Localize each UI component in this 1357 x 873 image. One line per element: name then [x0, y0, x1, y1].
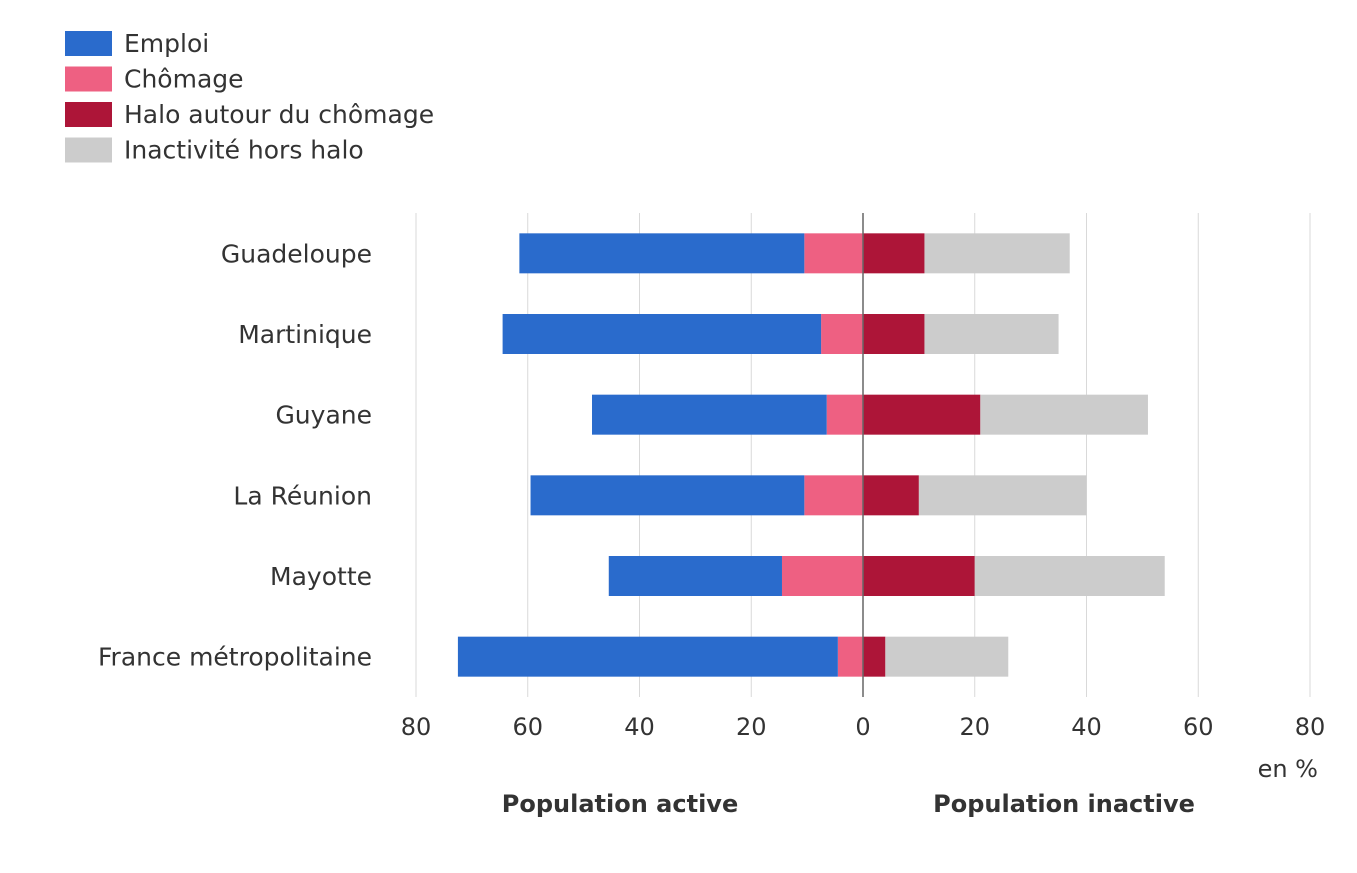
left-side-label: Population active — [502, 790, 738, 818]
legend-swatch — [65, 31, 112, 56]
bar-segment — [457, 636, 838, 677]
x-tick-label: 20 — [736, 713, 767, 741]
bar-segment — [980, 394, 1148, 435]
bar-segment — [863, 394, 981, 435]
category-label: Guadeloupe — [221, 239, 372, 268]
legend-swatch — [65, 66, 112, 92]
bar-segment — [974, 556, 1165, 596]
x-tick-label: 0 — [855, 713, 870, 741]
bar-segment — [530, 475, 805, 516]
legend-item: Halo autour du chômage — [65, 100, 434, 129]
bar-segment — [918, 475, 1087, 516]
bar-segment — [804, 233, 863, 274]
x-tick-label: 80 — [1295, 713, 1326, 741]
bar-segment — [804, 475, 863, 516]
bar-segment — [924, 314, 1059, 354]
legend-swatch — [65, 137, 112, 163]
legend-label: Chômage — [124, 65, 244, 94]
bar-segment — [863, 556, 975, 596]
category-label: La Réunion — [233, 481, 372, 510]
legend-item: Chômage — [65, 65, 244, 94]
category-labels: Guadeloupe Martinique Guyane La Réunion Mayo… — [98, 239, 372, 671]
legend-label: Halo autour du chômage — [124, 100, 434, 129]
x-tick-label: 60 — [1183, 713, 1214, 741]
grid-lines — [415, 213, 1311, 697]
bar-segment — [519, 233, 805, 274]
legend-label: Emploi — [124, 29, 209, 58]
bar-segment — [502, 314, 822, 354]
x-tick-label: 40 — [1071, 713, 1102, 741]
category-label: France métropolitaine — [98, 643, 372, 672]
right-side-label: Population inactive — [933, 790, 1195, 818]
tick-labels: 80 60 40 20 0 20 40 60 80 — [401, 713, 1326, 741]
bar-segment — [885, 636, 1009, 677]
legend-item: Emploi — [65, 29, 209, 58]
bar-segment — [863, 233, 925, 274]
bar-segment — [924, 233, 1070, 274]
bar-segment — [781, 556, 863, 596]
x-tick-label: 80 — [401, 713, 432, 741]
bar-segment — [837, 636, 863, 677]
unit-label: en % — [1258, 755, 1318, 783]
legend-label: Inactivité hors halo — [124, 136, 364, 165]
bar-segment — [863, 475, 919, 516]
category-label: Martinique — [238, 320, 372, 349]
x-tick-label: 40 — [624, 713, 655, 741]
legend: Emploi Chômage Halo autour du chômage Inact… — [65, 29, 434, 165]
bar-segment — [608, 556, 782, 596]
bar-segment — [821, 314, 863, 354]
legend-swatch — [65, 102, 112, 127]
bars — [457, 233, 1165, 677]
bar-segment — [592, 394, 827, 435]
x-tick-label: 20 — [959, 713, 990, 741]
bar-segment — [863, 314, 925, 354]
category-label: Guyane — [275, 401, 372, 430]
bar-segment — [826, 394, 863, 435]
bar-segment — [863, 636, 886, 677]
category-label: Mayotte — [270, 562, 372, 591]
legend-item: Inactivité hors halo — [65, 136, 364, 165]
x-tick-label: 60 — [512, 713, 543, 741]
